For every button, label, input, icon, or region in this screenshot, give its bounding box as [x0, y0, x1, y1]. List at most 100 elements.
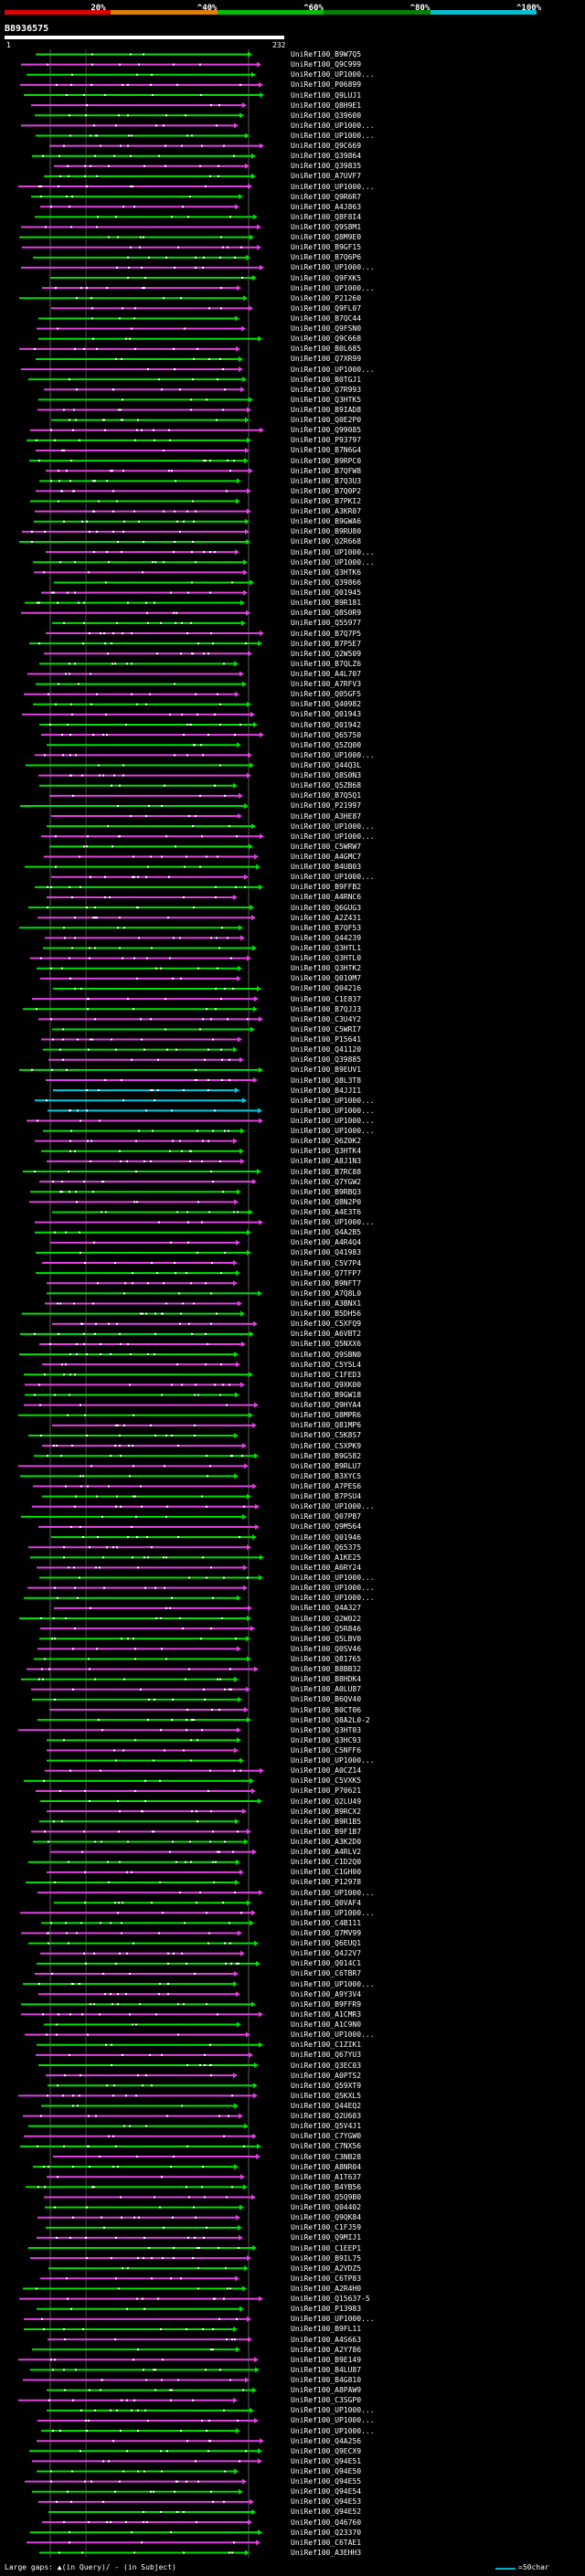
hit-label[interactable]: UniRef100_A3EHH3 — [291, 2548, 362, 2557]
hit-label[interactable]: UniRef100_Q9R6R7 — [291, 192, 362, 201]
hit-label[interactable]: UniRef100_UP1000... — [291, 2030, 375, 2040]
hit-label[interactable]: UniRef100_Q5KXL5 — [291, 2091, 362, 2100]
hit-label[interactable]: UniRef100_Q05GF5 — [291, 690, 362, 699]
hit-label[interactable]: UniRef100_Q7XR99 — [291, 355, 362, 364]
hit-label[interactable]: UniRef100_C5K8S7 — [291, 1431, 362, 1440]
hit-label[interactable]: UniRef100_C6TAE1 — [291, 2538, 362, 2547]
hit-label[interactable]: UniRef100_Q3HTL1 — [291, 944, 362, 953]
hit-label[interactable]: UniRef100_C1FED3 — [291, 1370, 362, 1379]
hit-label[interactable]: UniRef100_Q94E52 — [291, 2507, 362, 2517]
hit-label[interactable]: UniRef100_Q39835 — [291, 162, 362, 171]
hit-label[interactable]: UniRef100_Q94E54 — [291, 2487, 362, 2496]
hit-label[interactable]: UniRef100_UP1000... — [291, 557, 375, 567]
hit-label[interactable]: UniRef100_P21260 — [291, 293, 362, 302]
hit-label[interactable]: UniRef100_B9NFT7 — [291, 1278, 362, 1288]
hit-label[interactable]: UniRef100_B9FFR9 — [291, 1999, 362, 2009]
hit-label[interactable]: UniRef100_A3BNX1 — [291, 1299, 362, 1308]
hit-label[interactable]: UniRef100_P15641 — [291, 1035, 362, 1044]
hit-label[interactable]: UniRef100_Q8MPR6 — [291, 1411, 362, 1420]
hit-label[interactable]: UniRef100_A7RFV3 — [291, 680, 362, 689]
hit-label[interactable]: UniRef100_Q7YGW2 — [291, 1177, 362, 1186]
hit-label[interactable]: UniRef100_UP1000... — [291, 750, 375, 759]
hit-label[interactable]: UniRef100_UP1000... — [291, 2315, 375, 2324]
hit-label[interactable]: UniRef100_Q7R993 — [291, 385, 362, 394]
hit-label[interactable]: UniRef100_A4L707 — [291, 669, 362, 678]
hit-label[interactable]: UniRef100_C1GH00 — [291, 1868, 362, 1877]
hit-label[interactable]: UniRef100_C5Y5L4 — [291, 1360, 362, 1369]
hit-label[interactable]: UniRef100_Q67YU3 — [291, 2051, 362, 2060]
hit-label[interactable]: UniRef100_B9RPC0 — [291, 456, 362, 465]
hit-label[interactable]: UniRef100_Q8H9E1 — [291, 101, 362, 110]
hit-label[interactable]: UniRef100_B7Q6P6 — [291, 253, 362, 262]
hit-label[interactable]: UniRef100_Q9QK84 — [291, 2213, 362, 2222]
hit-label[interactable]: UniRef100_UP1000... — [291, 131, 375, 140]
hit-label[interactable]: UniRef100_Q0SV46 — [291, 1644, 362, 1653]
hit-label[interactable]: UniRef100_Q44239 — [291, 933, 362, 942]
hit-label[interactable]: UniRef100_C5V7P4 — [291, 1258, 362, 1267]
hit-label[interactable]: UniRef100_Q07PB7 — [291, 1512, 362, 1521]
hit-label[interactable]: UniRef100_Q41120 — [291, 1045, 362, 1055]
hit-label[interactable]: UniRef100_Q8S0R9 — [291, 609, 362, 618]
hit-label[interactable]: UniRef100_B9E149 — [291, 2355, 362, 2364]
hit-label[interactable]: UniRef100_UP1000... — [291, 263, 375, 272]
hit-label[interactable]: UniRef100_C4B111 — [291, 1918, 362, 1927]
hit-label[interactable]: UniRef100_Q3HTK6 — [291, 567, 362, 577]
hit-label[interactable]: UniRef100_B6QV40 — [291, 1695, 362, 1704]
hit-label[interactable]: UniRef100_Q9LUJ1 — [291, 90, 362, 100]
hit-label[interactable]: UniRef100_Q5Q9B0 — [291, 2192, 362, 2201]
hit-label[interactable]: UniRef100_B0CT06 — [291, 1705, 362, 1714]
hit-label[interactable]: UniRef100_Q2W022 — [291, 1614, 362, 1623]
hit-label[interactable]: UniRef100_Q39885 — [291, 1055, 362, 1065]
hit-label[interactable]: UniRef100_Q6GUG3 — [291, 903, 362, 912]
hit-label[interactable]: UniRef100_Q5R846 — [291, 1624, 362, 1633]
hit-label[interactable]: UniRef100_Q8A2L0-2 — [291, 1715, 370, 1724]
hit-label[interactable]: UniRef100_A1T637 — [291, 2172, 362, 2181]
hit-label[interactable]: UniRef100_Q3EC03 — [291, 2061, 362, 2070]
hit-label[interactable]: UniRef100_P06899 — [291, 80, 362, 90]
hit-label[interactable]: UniRef100_A7Q8L0 — [291, 1288, 362, 1298]
hit-label[interactable]: UniRef100_B7PKI2 — [291, 497, 362, 506]
hit-label[interactable]: UniRef100_UP1000... — [291, 1116, 375, 1125]
hit-label[interactable]: UniRef100_Q9S8M1 — [291, 222, 362, 231]
hit-label[interactable]: UniRef100_B9FL11 — [291, 2325, 362, 2334]
hit-label[interactable]: UniRef100_B9G582 — [291, 1451, 362, 1460]
hit-label[interactable]: UniRef100_Q9C669 — [291, 142, 362, 151]
hit-label[interactable]: UniRef100_B7P5E7 — [291, 639, 362, 648]
hit-label[interactable]: UniRef100_B5DH56 — [291, 1309, 362, 1319]
hit-label[interactable]: UniRef100_Q9SBN0 — [291, 1350, 362, 1359]
hit-label[interactable]: UniRef100_Q9XK00 — [291, 1380, 362, 1389]
hit-label[interactable]: UniRef100_Q5ZQ00 — [291, 740, 362, 749]
hit-label[interactable]: UniRef100_Q15637-5 — [291, 2295, 370, 2304]
hit-label[interactable]: UniRef100_C7NX56 — [291, 2142, 362, 2151]
hit-label[interactable]: UniRef100_UP1000... — [291, 1574, 375, 1583]
hit-label[interactable]: UniRef100_P12978 — [291, 1878, 362, 1887]
hit-label[interactable]: UniRef100_Q4A256 — [291, 2436, 362, 2445]
hit-label[interactable]: UniRef100_A6VBT2 — [291, 1330, 362, 1339]
hit-label[interactable]: UniRef100_B9RCX2 — [291, 1807, 362, 1816]
hit-label[interactable]: UniRef100_Q46760 — [291, 2518, 362, 2527]
hit-label[interactable]: UniRef100_UP1000... — [291, 1096, 375, 1105]
hit-label[interactable]: UniRef100_Q39866 — [291, 578, 362, 587]
hit-label[interactable]: UniRef100_UP1000... — [291, 1756, 375, 1765]
hit-label[interactable]: UniRef100_Q39864 — [291, 152, 362, 161]
hit-label[interactable]: UniRef100_C3U4Y2 — [291, 1014, 362, 1023]
hit-label[interactable]: UniRef100_B4JJI1 — [291, 1086, 362, 1095]
hit-label[interactable]: UniRef100_B9IAD8 — [291, 406, 362, 415]
hit-label[interactable]: UniRef100_Q01943 — [291, 710, 362, 719]
hit-label[interactable]: UniRef100_B7QFW8 — [291, 466, 362, 475]
hit-label[interactable]: UniRef100_Q55977 — [291, 619, 362, 628]
hit-label[interactable]: UniRef100_Q94E55 — [291, 2477, 362, 2486]
hit-label[interactable]: UniRef100_Q5V4J1 — [291, 2122, 362, 2131]
hit-label[interactable]: UniRef100_B9W7Q5 — [291, 50, 362, 59]
hit-label[interactable]: UniRef100_Q9FXK5 — [291, 273, 362, 282]
hit-label[interactable]: UniRef100_UP1000... — [291, 2416, 375, 2425]
hit-label[interactable]: UniRef100_Q0E2P0 — [291, 416, 362, 425]
hit-label[interactable]: UniRef100_C1ZIK1 — [291, 2041, 362, 2050]
hit-label[interactable]: UniRef100_Q5LBV0 — [291, 1634, 362, 1643]
hit-label[interactable]: UniRef100_UP1000... — [291, 121, 375, 130]
hit-label[interactable]: UniRef100_Q6EUQ1 — [291, 1939, 362, 1948]
hit-label[interactable]: UniRef100_Q4A2B5 — [291, 1228, 362, 1237]
hit-label[interactable]: UniRef100_B7Q3U3 — [291, 476, 362, 485]
hit-label[interactable]: UniRef100_B9RLU7 — [291, 1461, 362, 1470]
hit-label[interactable]: UniRef100_P93797 — [291, 436, 362, 445]
